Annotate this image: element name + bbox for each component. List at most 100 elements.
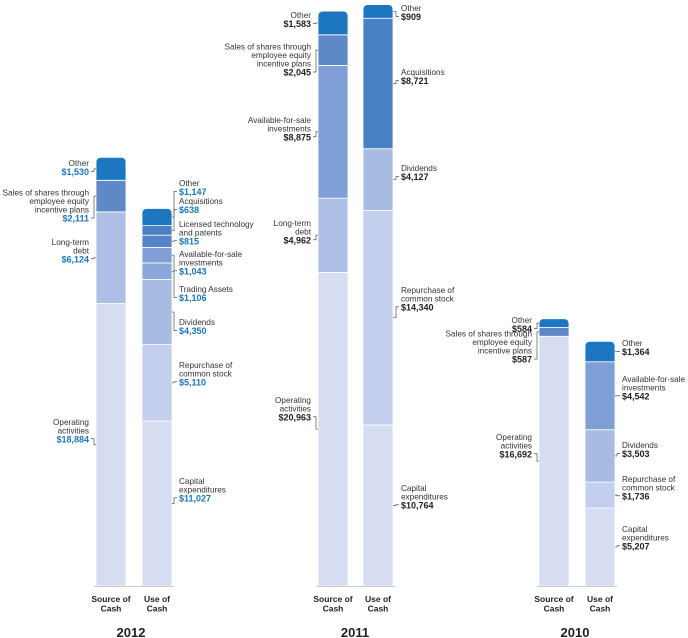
label-licensed-technology-and-patents: Licensed technology and patents [179,220,255,238]
label-operating-activities: Operating activities [275,396,311,414]
leader-line [91,168,96,172]
segment-other [141,208,173,227]
label-repurchase-of-common-stock: Repurchase of common stock [401,286,455,304]
value-available-for-sale-investments: $4,542 [622,391,650,401]
value-dividends: $4,127 [401,172,429,182]
leader-line [615,494,620,497]
value-other: $1,364 [622,347,650,357]
segment-repurchase-of-common-stock [362,210,394,426]
label-sales-of-shares-through-employee-equity-incentive-plans: Sales of shares through employee equity in… [3,189,90,215]
segment-other [538,318,570,328]
label-acquisitions: Acquisitions [401,68,445,77]
leader-line [313,49,318,73]
value-long-term-debt: $6,124 [61,254,89,264]
leader-line [393,504,399,506]
segment-available-for-sale-investments [317,64,349,199]
value-repurchase-of-common-stock: $5,110 [179,377,206,387]
label-capital-expenditures: Capital expenditures [401,484,448,502]
segment-other [584,340,616,363]
category-use-of-cash: Use of Cash [365,594,391,614]
leader-line [172,209,177,231]
segment-operating-activities [95,303,127,587]
year-label-2011: 2011 [341,625,369,638]
label-sales-of-shares-through-employee-equity-incentive-plans: Sales of shares through employee equity in… [225,43,312,69]
label-operating-activities: Operating activities [53,418,89,436]
segment-repurchase-of-common-stock [584,481,616,509]
segment-trading-assets [141,262,173,280]
value-sales-of-shares-through-employee-equity-incentive-plans: $587 [512,355,532,365]
leader-line [534,322,539,329]
value-capital-expenditures: $11,027 [179,493,211,503]
value-operating-activities: $18,884 [56,434,89,444]
leader-line [172,311,177,331]
value-available-for-sale-investments: $8,875 [283,132,311,142]
label-long-term-debt: Long-term debt [52,238,90,256]
use-bar-2010: Capital expenditures$5,207 Repurchase of co… [584,339,686,587]
leader-line [313,416,318,430]
segment-other [317,10,349,36]
label-dividends: Dividends [179,318,215,327]
label-sales-of-shares-through-employee-equity-incentive-plans: Sales of shares through employee equity in… [446,330,533,356]
label-other: Other [69,159,90,168]
label-other: Other [179,179,200,188]
segment-operating-activities [317,271,349,587]
label-dividends: Dividends [622,441,658,450]
value-dividends: $4,350 [179,326,207,336]
leader-line [172,254,177,272]
label-operating-activities: Operating activities [496,433,532,451]
leader-line [91,257,96,260]
value-repurchase-of-common-stock: $1,736 [622,491,650,501]
value-other: $909 [401,12,421,22]
leader-line [534,331,539,360]
category-source-of-cash: Source of Cash [91,594,130,614]
leader-line [172,191,177,218]
leader-line [172,497,177,504]
label-long-term-debt: Long-term debt [274,219,312,237]
label-repurchase-of-common-stock: Repurchase of common stock [622,475,676,493]
label-other: Other [291,11,312,20]
value-repurchase-of-common-stock: $14,340 [401,302,434,312]
leader-line [393,306,399,319]
category-use-of-cash: Use of Cash [144,594,170,614]
segment-capital-expenditures [141,420,173,587]
label-dividends: Dividends [401,164,437,173]
value-other: $1,583 [283,19,311,29]
label-other: Other [512,316,533,325]
value-other: $1,530 [61,167,89,177]
value-available-for-sale-investments: $1,043 [179,266,207,276]
segment-available-for-sale-investments [584,361,616,431]
value-other: $1,147 [179,187,207,197]
label-repurchase-of-common-stock: Repurchase of common stock [179,361,233,379]
segment-sales-of-shares-through-employee-equity-incentive-plans [538,327,570,337]
segment-long-term-debt [317,197,349,273]
leader-line [91,195,96,219]
segment-other [362,4,394,19]
segment-long-term-debt [95,211,127,304]
value-licensed-technology-and-patents: $815 [179,236,199,246]
segment-licensed-technology-and-patents [141,234,173,248]
use-bar-2012: Capital expenditures$11,027 Repurchase of c… [141,179,255,587]
category-source-of-cash: Source of Cash [534,594,573,614]
label-acquisitions: Acquisitions [179,197,223,206]
year-label-2012: 2012 [117,625,146,638]
segment-capital-expenditures [584,507,616,587]
leader-line [313,131,318,138]
leader-line [615,453,620,457]
segment-acquisitions [141,225,173,236]
leader-line [172,381,177,384]
label-trading-assets: Trading Assets [179,285,233,294]
segment-dividends [584,429,616,483]
value-operating-activities: $20,963 [278,412,311,422]
segment-capital-expenditures [362,424,394,587]
source-bar-2010: Operating activities$16,692 Sales of share… [446,316,570,587]
label-available-for-sale-investments: Available-for-sale investments [248,116,312,134]
value-acquisitions: $8,721 [401,76,429,86]
value-capital-expenditures: $5,207 [622,541,650,551]
value-sales-of-shares-through-employee-equity-incentive-plans: $2,111 [62,214,89,224]
value-long-term-debt: $4,962 [283,235,311,245]
value-capital-expenditures: $10,764 [401,500,434,510]
